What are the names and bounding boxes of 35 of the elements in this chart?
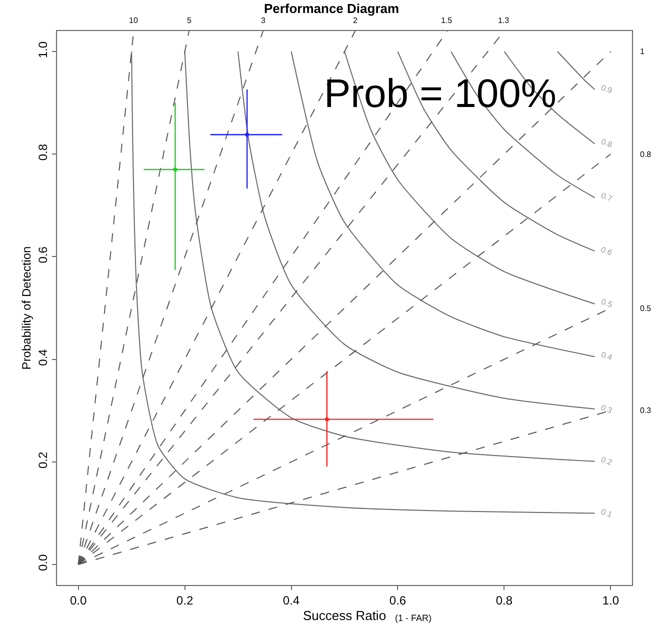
text: 0.8 xyxy=(640,150,652,159)
y-tick-label: 1.0 xyxy=(36,41,50,58)
text: (1 - FAR) xyxy=(395,613,432,623)
series-label: 3 xyxy=(261,16,266,25)
text: 0.7 xyxy=(600,191,614,204)
text: 0.4 xyxy=(600,350,614,363)
text: 0.5 xyxy=(640,304,652,313)
text: 0.5 xyxy=(600,297,614,310)
x-axis-title: Success Ratio xyxy=(302,608,386,623)
chart-title: Performance Diagram xyxy=(264,1,400,16)
text: 0.6 xyxy=(600,245,614,258)
series-label: 10 xyxy=(129,16,138,25)
y-axis-title: Probability of Detection xyxy=(20,246,34,370)
x-tick-label: 0.2 xyxy=(176,593,194,608)
series-label: 1.5 xyxy=(441,16,453,25)
x-tick-label: 0.4 xyxy=(282,593,300,608)
text: 0.3 xyxy=(640,406,652,415)
series-label: 5 xyxy=(187,16,192,25)
x-tick-label: 0.8 xyxy=(496,593,513,608)
x-tick-label: 0.0 xyxy=(70,593,87,608)
x-tick-label: 1.0 xyxy=(602,593,620,608)
y-tick-label: 0.4 xyxy=(36,348,50,366)
y-tick-label: 0.0 xyxy=(36,554,50,572)
y-tick-label: 0.8 xyxy=(36,144,50,161)
y-tick-label: 0.2 xyxy=(36,451,50,468)
text: 0.3 xyxy=(600,403,614,416)
text: 1 xyxy=(640,47,645,56)
y-tick-label: 0.6 xyxy=(36,246,50,264)
text: 0.1 xyxy=(600,507,614,520)
series-label: 1.3 xyxy=(498,16,510,25)
text: 0.8 xyxy=(600,137,614,150)
text: 0.2 xyxy=(600,455,614,468)
x-tick-label: 0.6 xyxy=(389,593,406,608)
text: 0.9 xyxy=(600,83,614,96)
series-label: 2 xyxy=(353,16,358,25)
